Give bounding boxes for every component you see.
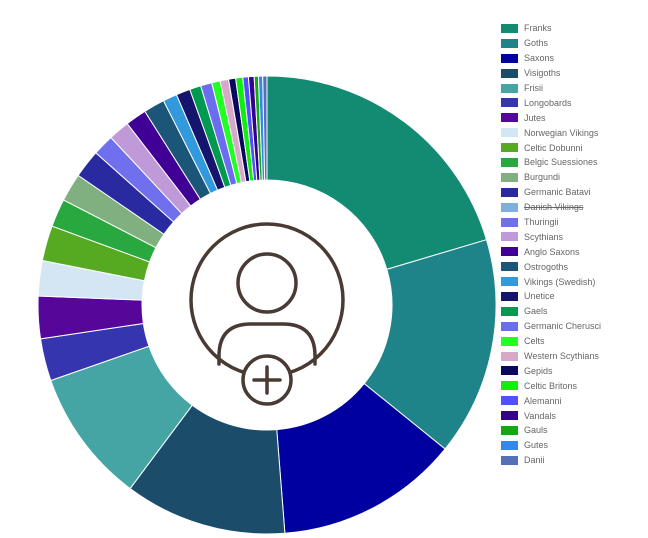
legend-label: Longobards <box>524 97 572 108</box>
legend-label: Celtic Dobunni <box>524 142 583 153</box>
legend-label: Belgic Suessiones <box>524 157 598 168</box>
legend-swatch <box>501 277 518 287</box>
legend-item-vandals[interactable]: Vandals <box>501 408 601 423</box>
legend-swatch <box>501 113 518 123</box>
legend-item-western-scythians[interactable]: Western Scythians <box>501 349 601 364</box>
legend-swatch <box>501 291 518 301</box>
slice-franks[interactable] <box>266 75 488 270</box>
legend-item-burgundi[interactable]: Burgundi <box>501 170 601 185</box>
legend-swatch <box>501 53 518 63</box>
legend-label: Gaels <box>524 306 548 317</box>
legend-label: Celtic Britons <box>524 380 578 391</box>
legend-label: Visigoths <box>524 68 561 79</box>
legend-label: Franks <box>524 23 552 34</box>
legend-swatch <box>501 455 518 465</box>
legend-label: Saxons <box>524 53 555 64</box>
legend-item-goths[interactable]: Goths <box>501 36 601 51</box>
legend-item-germanic-batavi[interactable]: Germanic Batavi <box>501 185 601 200</box>
legend-item-germanic-cherusci[interactable]: Germanic Cherusci <box>501 319 601 334</box>
legend-label: Scythians <box>524 231 564 242</box>
legend-swatch <box>501 187 518 197</box>
legend-label: Vandals <box>524 410 556 421</box>
legend-swatch <box>501 262 518 272</box>
legend-item-norwegian-vikings[interactable]: Norwegian Vikings <box>501 125 601 140</box>
legend-item-alemanni[interactable]: Alemanni <box>501 393 601 408</box>
legend-swatch <box>501 232 518 242</box>
chart-legend: Franks Goths Saxons Visigoths Frisii Longobar… <box>501 21 601 468</box>
legend-swatch <box>501 336 518 346</box>
legend-label: Danish Vikings <box>524 202 584 213</box>
legend-item-celtic-dobunni[interactable]: Celtic Dobunni <box>501 140 601 155</box>
legend-swatch <box>501 83 518 93</box>
legend-item-unetice[interactable]: Unetice <box>501 289 601 304</box>
legend-item-danish-vikings[interactable]: Danish Vikings <box>501 200 601 215</box>
legend-item-gepids[interactable]: Gepids <box>501 363 601 378</box>
legend-item-celts[interactable]: Celts <box>501 334 601 349</box>
legend-label: Goths <box>524 38 549 49</box>
legend-swatch <box>501 143 518 153</box>
legend-item-gaels[interactable]: Gaels <box>501 304 601 319</box>
legend-item-scythians[interactable]: Scythians <box>501 229 601 244</box>
legend-label: Unetice <box>524 291 555 302</box>
legend-swatch <box>501 68 518 78</box>
legend-swatch <box>501 381 518 391</box>
legend-label: Frisii <box>524 83 543 93</box>
legend-item-gutes[interactable]: Gutes <box>501 438 601 453</box>
legend-label: Thuringii <box>524 217 559 228</box>
legend-swatch <box>501 396 518 406</box>
legend-item-frisii[interactable]: Frisii <box>501 81 601 96</box>
legend-item-thuringii[interactable]: Thuringii <box>501 215 601 230</box>
legend-swatch <box>501 98 518 108</box>
add-user-icon <box>189 222 345 406</box>
legend-item-visigoths[interactable]: Visigoths <box>501 66 601 81</box>
legend-item-gauls[interactable]: Gauls <box>501 423 601 438</box>
legend-label: Alemanni <box>524 395 562 406</box>
legend-swatch <box>501 306 518 316</box>
legend-swatch <box>501 411 518 421</box>
chart-slices <box>37 75 497 535</box>
legend-swatch <box>501 157 518 167</box>
legend-swatch <box>501 366 518 376</box>
legend-swatch <box>501 128 518 138</box>
legend-label: Celts <box>524 336 545 347</box>
legend-label: Germanic Batavi <box>524 187 591 198</box>
legend-item-danii[interactable]: Danii <box>501 453 601 468</box>
legend-label: Ostrogoths <box>524 261 569 272</box>
legend-label: Germanic Cherusci <box>524 321 602 332</box>
slice-danii[interactable] <box>262 75 268 181</box>
legend-swatch <box>501 247 518 257</box>
legend-label: Gutes <box>524 440 549 451</box>
legend-item-vikings-swedish[interactable]: Vikings (Swedish) <box>501 274 601 289</box>
legend-item-belgic-suessiones[interactable]: Belgic Suessiones <box>501 155 601 170</box>
legend-item-jutes[interactable]: Jutes <box>501 110 601 125</box>
legend-label: Anglo Saxons <box>524 246 580 257</box>
legend-swatch <box>501 425 518 435</box>
legend-label: Norwegian Vikings <box>524 127 599 138</box>
legend-label: Gepids <box>524 365 553 376</box>
legend-swatch <box>501 321 518 331</box>
legend-item-saxons[interactable]: Saxons <box>501 51 601 66</box>
legend-swatch <box>501 202 518 212</box>
legend-label: Vikings (Swedish) <box>524 276 596 287</box>
legend-swatch <box>501 172 518 182</box>
legend-label: Gauls <box>524 425 548 436</box>
legend-swatch <box>501 217 518 227</box>
legend-swatch <box>501 38 518 48</box>
legend-item-ostrogoths[interactable]: Ostrogoths <box>501 259 601 274</box>
legend-item-franks[interactable]: Franks <box>501 21 601 36</box>
legend-swatch <box>501 440 518 450</box>
legend-label: Jutes <box>524 112 546 123</box>
legend-item-celtic-britons[interactable]: Celtic Britons <box>501 378 601 393</box>
legend-label: Burgundi <box>524 172 561 183</box>
legend-label: Western Scythians <box>524 351 599 362</box>
legend-label: Danii <box>524 455 545 466</box>
legend-swatch <box>501 351 518 361</box>
legend-item-longobards[interactable]: Longobards <box>501 95 601 110</box>
legend-item-anglo-saxons[interactable]: Anglo Saxons <box>501 244 601 259</box>
legend-swatch <box>501 23 518 33</box>
